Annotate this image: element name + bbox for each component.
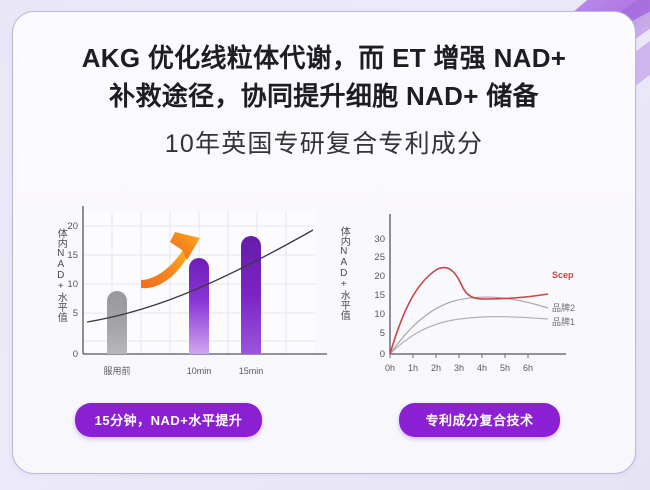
right-y-tick-5: 5 xyxy=(380,328,385,339)
left-y-tick-10: 10 xyxy=(67,279,78,290)
right-y-tick-30: 30 xyxy=(374,234,385,245)
page-title-line-1: AKG 优化线粒体代谢，而 ET 增强 NAD+ xyxy=(81,43,567,73)
right-x-tick-2h: 2h xyxy=(431,363,441,373)
bar-15min xyxy=(241,236,261,354)
bar-10min xyxy=(189,258,209,354)
left-y-tick-20: 20 xyxy=(67,221,78,232)
left-x-tick-15min: 15min xyxy=(239,366,264,376)
trend-curve xyxy=(86,229,314,323)
series-line-brand1 xyxy=(389,316,549,355)
right-y-tick-15: 15 xyxy=(374,290,385,301)
right-chart-y-axis-title: 体内NAD+水平值 xyxy=(338,226,350,320)
legend-label-brand1: 品牌1 xyxy=(552,316,575,327)
caption-pill-right[interactable]: 专利成分复合技术 xyxy=(399,403,560,437)
charts-row: 体内NAD+水平值 xyxy=(13,198,635,398)
left-y-tick-0: 0 xyxy=(73,349,78,360)
bar-before xyxy=(107,291,127,354)
right-x-tick-1h: 1h xyxy=(408,363,418,373)
series-line-scep xyxy=(389,266,549,355)
right-x-tick-4h: 4h xyxy=(477,363,487,373)
right-x-tick-0h: 0h xyxy=(385,363,395,373)
right-y-tick-10: 10 xyxy=(374,309,385,320)
right-caption-wrap: 专利成分复合技术 xyxy=(324,403,635,437)
captions-row: 15分钟，NAD+水平提升 专利成分复合技术 xyxy=(13,403,635,437)
legend-label-scep: Scep xyxy=(552,270,574,280)
chart-bar-nad-levels: 体内NAD+水平值 xyxy=(13,198,327,398)
right-x-tick-3h: 3h xyxy=(454,363,464,373)
right-y-tick-20: 20 xyxy=(374,271,385,282)
left-chart-svg: 20 15 10 5 0 服用前 xyxy=(67,206,327,376)
right-y-tick-25: 25 xyxy=(374,252,385,263)
page-title-line-2: 补救途径，协同提升细胞 NAD+ 储备 xyxy=(109,80,539,111)
legend-label-brand2: 品牌2 xyxy=(552,302,575,313)
right-chart-svg: 30 25 20 15 10 5 0 xyxy=(374,214,575,373)
chart-line-nad-duration: 体内NAD+水平值 30 25 20 15 10 5 0 xyxy=(324,198,635,398)
header-block: AKG 优化线粒体代谢，而 ET 增强 NAD+ 补救途径，协同提升细胞 NAD… xyxy=(13,12,635,159)
caption-pill-left[interactable]: 15分钟，NAD+水平提升 xyxy=(74,403,263,437)
left-x-tick-10min: 10min xyxy=(187,366,212,376)
left-y-tick-5: 5 xyxy=(73,308,78,319)
left-chart-y-axis-title: 体内NAD+水平值 xyxy=(55,228,67,322)
growth-arrow-icon xyxy=(141,232,200,289)
right-x-tick-6h: 6h xyxy=(523,363,533,373)
left-y-tick-15: 15 xyxy=(67,250,78,261)
right-y-tick-0: 0 xyxy=(380,349,385,360)
right-x-tick-5h: 5h xyxy=(500,363,510,373)
left-x-tick-before: 服用前 xyxy=(103,365,130,376)
left-caption-wrap: 15分钟，NAD+水平提升 xyxy=(13,403,324,437)
content-card: AKG 优化线粒体代谢，而 ET 增强 NAD+ 补救途径，协同提升细胞 NAD… xyxy=(12,11,636,474)
page-subtitle: 10年英国专研复合专利成分 xyxy=(164,129,484,158)
series-line-brand2 xyxy=(389,296,549,355)
